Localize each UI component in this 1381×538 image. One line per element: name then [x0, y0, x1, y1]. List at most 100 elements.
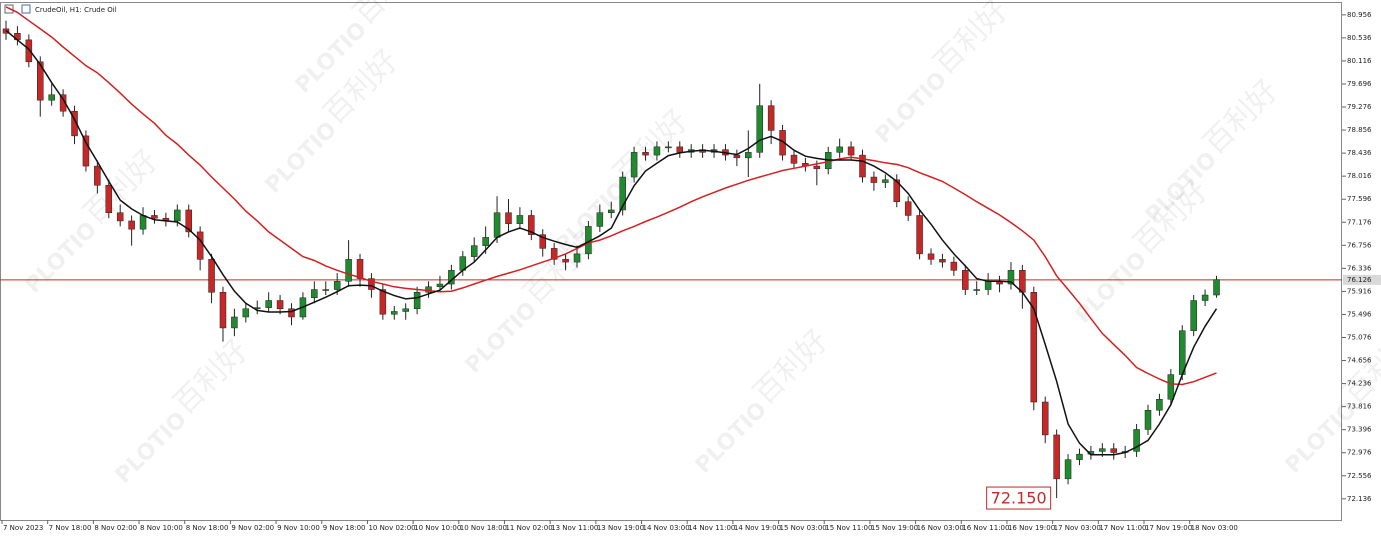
x-tick-label: 17 Nov 03:00	[1054, 524, 1101, 532]
y-tick-label: 76.336	[1347, 264, 1372, 272]
candle-body	[1030, 292, 1038, 403]
candle-body	[356, 259, 364, 279]
candle-body	[379, 289, 387, 315]
candle-body	[665, 146, 672, 149]
x-tick-label: 14 Nov 19:00	[734, 524, 781, 532]
x-tick-label: 9 Nov 18:00	[323, 524, 366, 532]
x-tick-label: 16 Nov 03:00	[917, 524, 964, 532]
candle-body	[482, 237, 489, 246]
y-tick-label: 72.556	[1347, 472, 1372, 480]
candle-body	[82, 135, 90, 167]
candle-body	[1053, 434, 1060, 480]
candle-body	[94, 165, 101, 186]
chart-title: CrudeOil, H1: Crude Oil	[35, 6, 117, 14]
candle-body	[859, 154, 866, 178]
x-tick-label: 10 Nov 18:00	[460, 524, 507, 532]
candle-body	[733, 154, 741, 159]
candle-body	[813, 165, 821, 170]
y-tick-label: 74.236	[1347, 380, 1372, 388]
candle-body	[139, 215, 147, 230]
candle-body	[265, 300, 272, 308]
candle-body	[1167, 374, 1175, 400]
candle-body	[950, 261, 958, 271]
candle-body	[1201, 294, 1209, 301]
y-tick-label: 73.396	[1347, 426, 1372, 434]
candle-body	[904, 201, 912, 216]
x-tick-label: 10 Nov 02:00	[368, 524, 415, 532]
candle-body	[219, 292, 227, 329]
y-tick-label: 78.436	[1347, 149, 1372, 157]
candle-body	[1099, 448, 1106, 452]
candle-body	[368, 278, 375, 290]
candle-body	[676, 146, 684, 153]
candle-body	[653, 146, 661, 156]
y-tick-label: 75.076	[1347, 333, 1372, 341]
candle-body	[608, 209, 615, 213]
candle-body	[573, 253, 581, 263]
y-tick-label: 75.916	[1347, 287, 1372, 295]
y-tick-label: 74.656	[1347, 357, 1372, 365]
y-tick-label: 75.496	[1347, 310, 1372, 318]
x-tick-label: 16 Nov 11:00	[962, 524, 1009, 532]
x-tick-label: 8 Nov 18:00	[186, 524, 229, 532]
price-label-box	[1343, 274, 1381, 285]
x-tick-label: 8 Nov 10:00	[140, 524, 183, 532]
candle-body	[550, 248, 558, 260]
candle-body	[322, 289, 330, 291]
candle-body	[630, 152, 638, 178]
candle-body	[962, 270, 969, 290]
candle-body	[1041, 401, 1049, 436]
candle-body	[288, 308, 295, 318]
candle-body	[231, 316, 238, 329]
y-tick-label: 76.756	[1347, 241, 1372, 249]
candle-body	[539, 234, 546, 249]
candle-body	[836, 146, 843, 153]
y-tick-label: 80.956	[1347, 11, 1372, 19]
x-tick-label: 7 Nov 2023	[3, 524, 43, 532]
candle-body	[128, 220, 135, 230]
x-tick-label: 17 Nov 19:00	[1145, 524, 1192, 532]
candle-body	[1007, 270, 1015, 285]
candle-body	[413, 292, 421, 309]
candle-body	[767, 105, 775, 131]
candle-body	[1019, 270, 1026, 293]
candle-body	[528, 215, 535, 235]
candle-body	[493, 212, 501, 238]
y-tick-label: 78.016	[1347, 172, 1372, 180]
x-tick-label: 10 Nov 10:00	[414, 524, 461, 532]
candle-body	[196, 231, 204, 260]
candle-body	[185, 209, 192, 233]
candle-body	[1110, 448, 1117, 453]
candle-body	[1133, 429, 1140, 452]
candle-body	[745, 152, 752, 159]
x-tick-label: 7 Nov 18:00	[49, 524, 92, 532]
x-tick-label: 16 Nov 19:00	[1008, 524, 1055, 532]
candle-body	[105, 185, 113, 213]
candle-body	[882, 179, 889, 183]
candle-body	[208, 259, 215, 293]
candle-body	[1213, 279, 1220, 296]
plot-frame	[0, 2, 1342, 521]
candle-body	[345, 259, 352, 282]
candle-body	[790, 154, 798, 164]
x-tick-label: 9 Nov 02:00	[231, 524, 274, 532]
x-tick-label: 13 Nov 11:00	[551, 524, 598, 532]
price-label: 76.126	[1347, 276, 1372, 284]
candle-body	[984, 281, 992, 290]
y-tick-label: 77.596	[1347, 195, 1372, 203]
candle-body	[25, 39, 33, 63]
annotation-label: 72.150	[991, 489, 1047, 508]
candle-body	[939, 259, 946, 263]
x-tick-label: 8 Nov 02:00	[94, 524, 137, 532]
candle-body	[973, 289, 980, 291]
candle-body	[916, 215, 923, 255]
menu-icon[interactable]	[21, 4, 31, 14]
candle-body	[48, 94, 55, 101]
candle-body	[619, 176, 626, 211]
candle-body	[71, 110, 78, 137]
x-tick-label: 13 Nov 19:00	[597, 524, 644, 532]
x-tick-label: 17 Nov 11:00	[1099, 524, 1146, 532]
candle-body	[276, 300, 284, 309]
